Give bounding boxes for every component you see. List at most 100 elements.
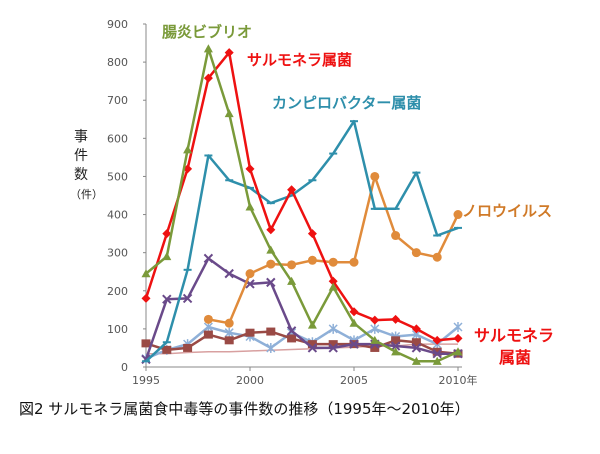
series-sal: [141, 48, 463, 345]
data-point: [370, 323, 380, 334]
data-point: [183, 343, 193, 352]
series-line: [144, 51, 459, 342]
data-point: [245, 202, 255, 211]
data-point: [328, 323, 338, 334]
x-tick-label: 1995: [132, 374, 160, 387]
data-point: [307, 229, 317, 239]
series-ent: [141, 44, 463, 365]
y-tick-label: 600: [107, 132, 128, 145]
data-point: [307, 343, 318, 353]
data-point: [224, 336, 234, 345]
y-tick-label: 400: [107, 209, 128, 222]
data-point: [162, 251, 172, 261]
data-point: [349, 339, 359, 349]
series-line: [145, 325, 459, 360]
data-point: [370, 171, 380, 181]
data-point: [224, 327, 234, 338]
data-point: [266, 259, 276, 269]
data-point: [432, 356, 442, 365]
y-tick-label: 700: [107, 94, 128, 107]
data-point: [370, 315, 380, 325]
data-point: [266, 225, 276, 235]
series-line: [146, 343, 458, 355]
data-point: [453, 210, 463, 220]
figure-caption: 図2 サルモネラ属菌食中毒等の事件数の推移（1995年～2010年）: [19, 400, 470, 418]
data-point: [141, 339, 151, 348]
data-point: [286, 326, 297, 336]
series-label-sal_top: サルモネラ属菌: [247, 51, 352, 69]
data-point: [328, 257, 338, 267]
data-point: [245, 164, 255, 174]
data-point: [307, 340, 317, 349]
series-noro: [203, 171, 463, 328]
data-point: [411, 343, 422, 353]
series-line: [145, 330, 459, 355]
y-axis-label-text: 事件数: [74, 129, 88, 183]
y-tick-label: 900: [107, 18, 128, 31]
data-point: [266, 245, 276, 254]
data-point: [141, 293, 151, 303]
data-point: [203, 73, 213, 83]
series-line: [145, 47, 459, 363]
y-tick-label: 0: [121, 361, 128, 374]
data-point: [391, 336, 401, 345]
data-point: [203, 330, 213, 339]
data-point: [287, 185, 297, 195]
data-point: [203, 314, 213, 324]
data-point: [411, 248, 421, 258]
data-point: [391, 314, 401, 324]
y-tick-label: 100: [107, 323, 128, 336]
data-point: [328, 340, 338, 349]
data-point: [432, 335, 442, 345]
series-lines: [141, 44, 463, 365]
data-point: [224, 109, 234, 118]
series-line: [145, 119, 459, 363]
x-tick-label: 2000: [236, 374, 264, 387]
data-point: [391, 231, 401, 241]
tick-labels: 0 100 200 300 400 500 600 700 800 900 1995 2000 2005…: [107, 18, 478, 387]
data-point: [287, 260, 297, 270]
data-point: [370, 335, 380, 344]
data-point: [266, 277, 276, 288]
data-point: [245, 269, 255, 279]
data-point: [245, 328, 255, 337]
data-point: [224, 268, 234, 279]
data-point: [432, 252, 442, 262]
data-point: [287, 276, 297, 285]
data-point: [370, 343, 380, 352]
data-point: [349, 307, 359, 317]
data-point: [266, 342, 276, 353]
data-point: [162, 294, 172, 304]
series-line: [208, 175, 460, 325]
data-point: [390, 341, 401, 351]
data-point: [307, 255, 317, 265]
y-axis-unit: （件）: [70, 188, 103, 201]
x-tick-label: 2010年: [439, 373, 478, 387]
data-point: [203, 44, 213, 53]
data-point: [182, 293, 193, 304]
data-point: [162, 229, 172, 239]
series-s8: [146, 343, 458, 355]
series-label-sal_r1: サルモネラ: [474, 326, 554, 345]
series-camp: [142, 119, 462, 363]
data-point: [432, 347, 442, 356]
data-point: [162, 345, 172, 354]
series-label-ent: 腸炎ビブリオ: [162, 23, 252, 41]
data-point: [349, 257, 359, 267]
data-point: [411, 324, 421, 334]
data-point: [141, 269, 151, 278]
series-label-noro: ノロウイルス: [462, 202, 552, 220]
y-tick-label: 500: [107, 170, 128, 183]
data-point: [328, 282, 338, 291]
axes: [145, 24, 462, 368]
y-axis-label: 事件数 （件）: [70, 128, 103, 204]
data-point: [328, 276, 338, 286]
y-tick-label: 300: [107, 247, 128, 260]
y-tick-label: 800: [107, 56, 128, 69]
series-label-sal_r2: 属菌: [499, 348, 531, 367]
data-point: [266, 327, 276, 336]
data-point: [287, 334, 297, 343]
data-point: [453, 347, 463, 356]
